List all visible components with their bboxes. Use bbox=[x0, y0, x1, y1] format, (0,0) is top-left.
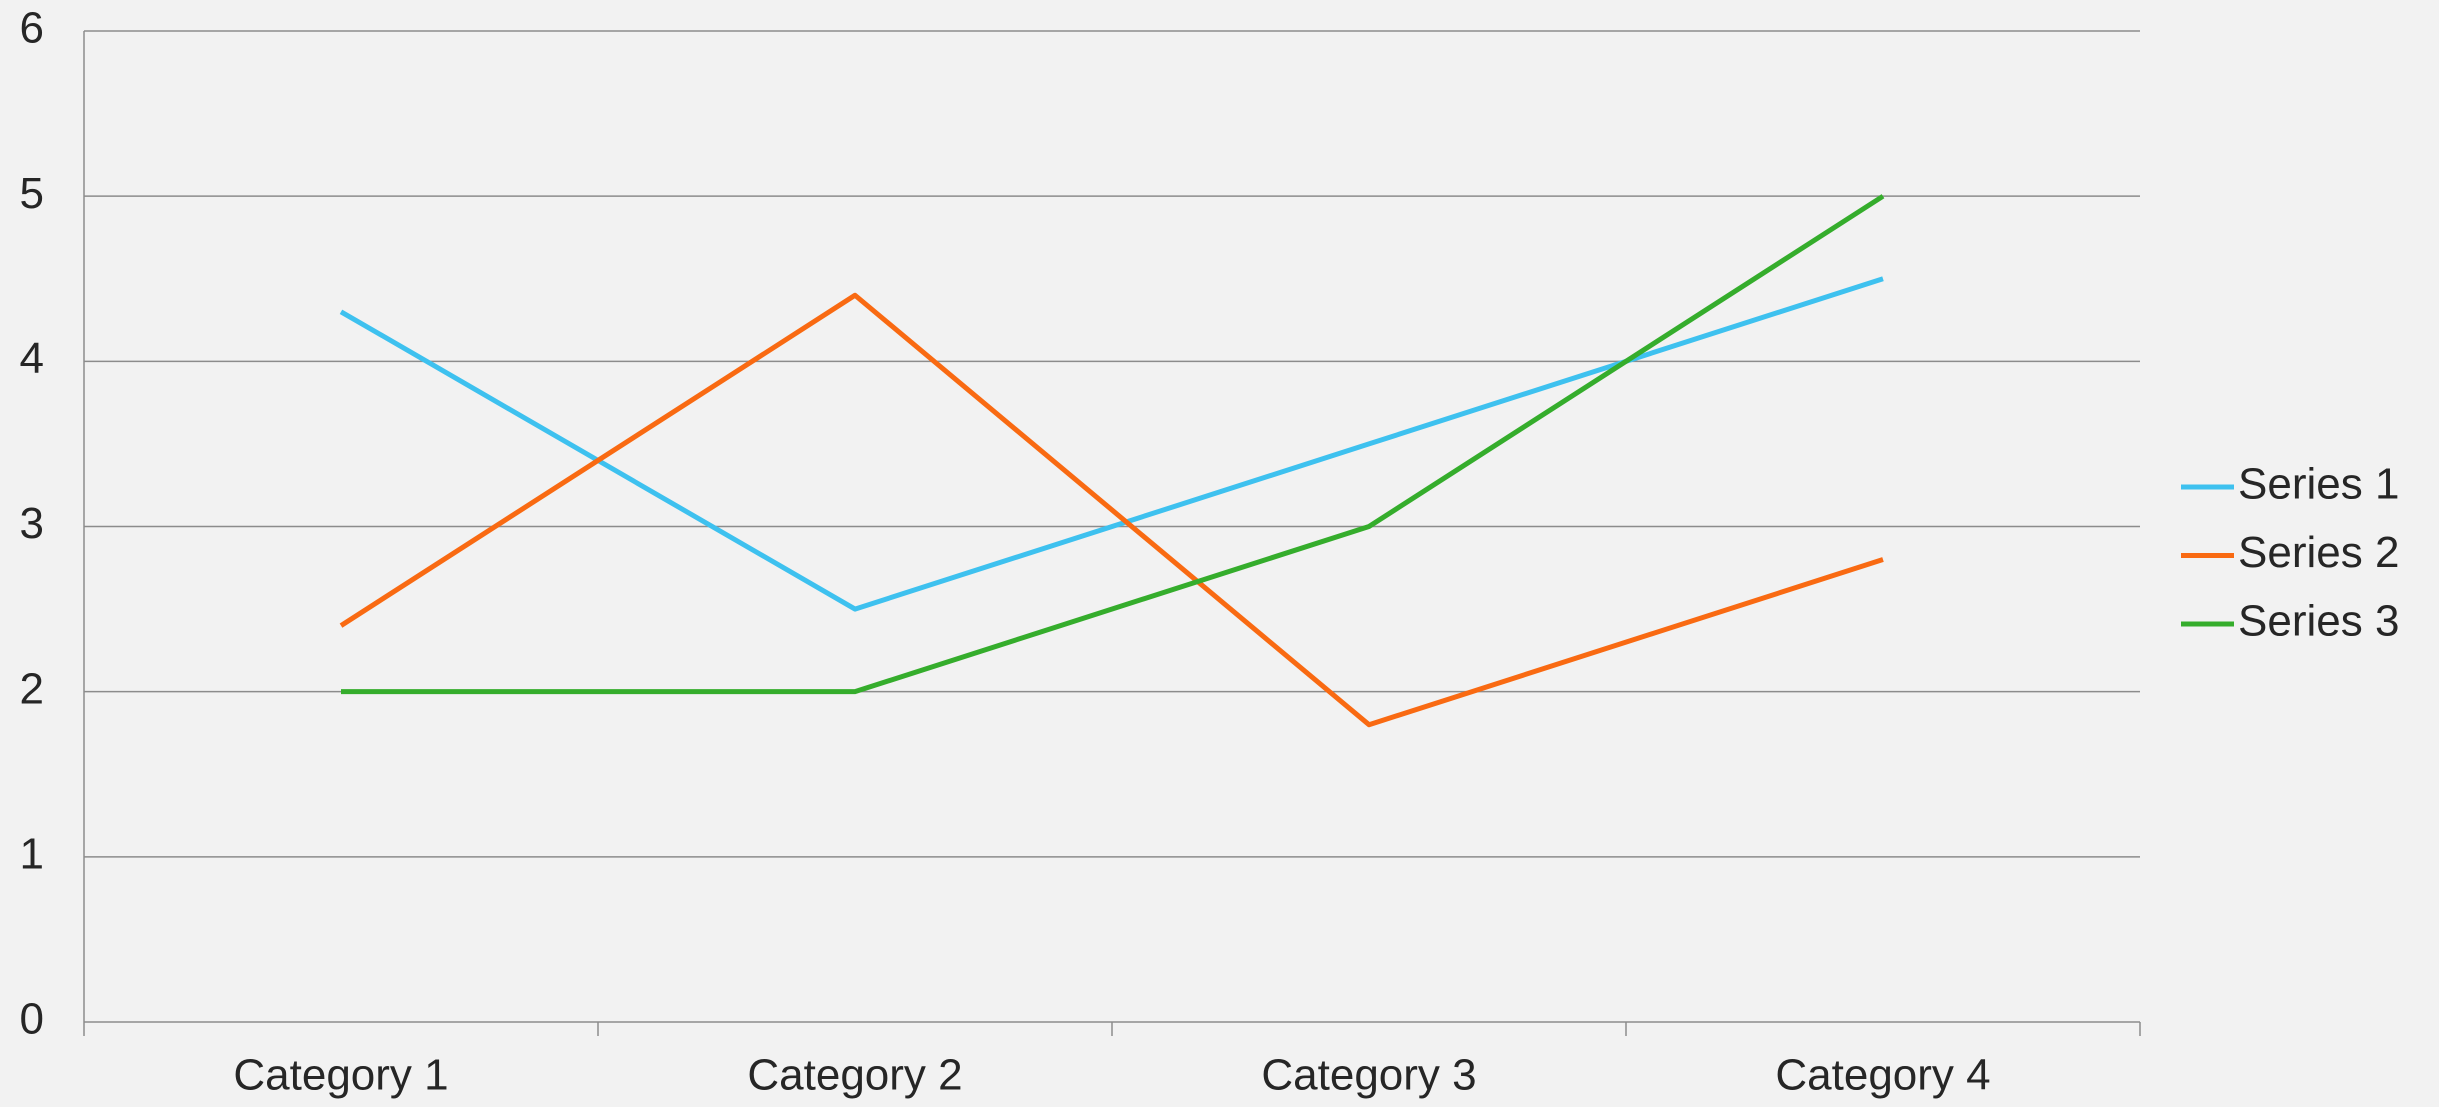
x-tick-label: Category 4 bbox=[1775, 1051, 1990, 1100]
x-tick-label: Category 1 bbox=[233, 1051, 448, 1100]
series-line bbox=[341, 194, 1885, 695]
y-tick-label: 2 bbox=[20, 664, 44, 713]
y-tick-label: 0 bbox=[20, 995, 44, 1044]
x-tick-label: Category 3 bbox=[1261, 1051, 1476, 1100]
y-tick-label: 4 bbox=[20, 334, 44, 383]
legend-label: Series 1 bbox=[2238, 460, 2399, 509]
y-tick-label: 1 bbox=[20, 829, 44, 878]
y-tick-label: 5 bbox=[20, 169, 44, 218]
legend-label: Series 2 bbox=[2238, 528, 2399, 577]
x-tick-label: Category 2 bbox=[747, 1051, 962, 1100]
legend-label: Series 3 bbox=[2238, 597, 2399, 646]
y-tick-label: 6 bbox=[20, 4, 44, 53]
y-tick-label: 3 bbox=[20, 499, 44, 548]
series-line bbox=[339, 292, 1884, 728]
